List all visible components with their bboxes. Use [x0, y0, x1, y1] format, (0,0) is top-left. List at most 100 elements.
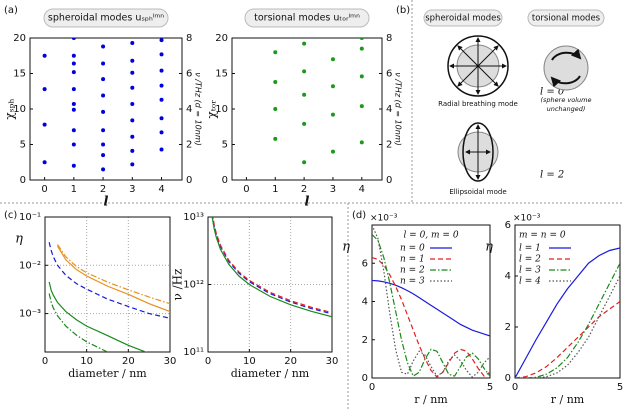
- label-box: [423, 9, 503, 27]
- point: [101, 153, 106, 158]
- y-tick-label: 10⁻¹: [19, 212, 41, 223]
- point: [330, 57, 335, 62]
- y-tick-label: 2: [505, 322, 511, 333]
- twist-arrow: [550, 75, 581, 88]
- point: [101, 77, 106, 82]
- x-tick-label: 5: [617, 382, 623, 393]
- plot-area: [273, 38, 364, 165]
- y-tick-label: 6: [362, 258, 368, 269]
- plot-area: [372, 225, 490, 378]
- x-tick-label: 3: [330, 184, 336, 195]
- y2-tick-label: 0: [186, 175, 192, 186]
- y2-tick-label: 8: [386, 33, 392, 44]
- y2-axis-label: ν /THz (d = 10nm): [394, 72, 403, 146]
- x-tick-label: 10: [80, 356, 93, 367]
- y-tick-label: 20: [215, 33, 228, 44]
- y-axis-label: ν /Hz: [171, 269, 185, 301]
- mode-order: l = 2: [540, 170, 564, 181]
- plot-area: [42, 38, 164, 172]
- point: [71, 87, 76, 92]
- x-tick-label: 0: [512, 382, 518, 393]
- point: [101, 109, 106, 114]
- line: [212, 217, 332, 314]
- y2-tick-label: 6: [186, 69, 192, 80]
- line: [372, 279, 490, 337]
- axis-multiplier: ×10⁻³: [513, 214, 541, 224]
- point: [71, 61, 76, 66]
- point: [330, 112, 335, 117]
- outer-sphere: [447, 35, 509, 97]
- point: [42, 53, 47, 58]
- legend-label: n = 3: [400, 277, 425, 287]
- x-tick-label: 2: [301, 184, 307, 195]
- y-tick-label: 5: [20, 140, 26, 151]
- x-tick-label: 30: [326, 356, 339, 367]
- point: [273, 107, 278, 111]
- point: [130, 58, 135, 63]
- line: [48, 242, 170, 319]
- title-box: [43, 8, 169, 28]
- line: [372, 256, 490, 378]
- y-tick-label: 5: [222, 140, 228, 151]
- arrows: [465, 124, 491, 180]
- mode-label: Radial breathing mode: [438, 100, 518, 108]
- point: [359, 74, 364, 79]
- point: [330, 149, 335, 154]
- y-axis-label: η: [15, 232, 23, 247]
- x-tick-label: 20: [284, 356, 297, 367]
- x-tick-label: 0: [205, 356, 211, 367]
- y-tick-label: 0: [362, 373, 368, 384]
- legend-label: l = 3: [519, 266, 541, 276]
- y-tick-label: 2: [362, 335, 368, 346]
- y2-tick-label: 4: [186, 104, 192, 115]
- label-box: [527, 9, 605, 27]
- y-tick-label: 10¹³: [183, 212, 204, 223]
- y-tick-label: 15: [13, 69, 26, 80]
- point: [130, 148, 135, 153]
- point: [101, 128, 106, 133]
- plot-frame: [44, 216, 171, 353]
- x-tick-label: 0: [369, 382, 375, 393]
- point: [71, 102, 76, 107]
- ellipsoid: [462, 122, 494, 182]
- y2-axis-label: ν /THz (d = 10nm): [194, 72, 203, 146]
- point: [71, 38, 76, 40]
- point: [42, 122, 47, 127]
- arrows: [449, 37, 507, 95]
- chart: 0 1 2 3 4 0 5 10 15 20 0 2 4 6 8 ν /THz (d = 10nm) l χₜₒᵣ…: [205, 8, 403, 210]
- plot-frame: [231, 37, 383, 181]
- x-tick-label: 3: [129, 184, 135, 195]
- plot-frame: [29, 37, 183, 181]
- mode-order: l = 0: [540, 87, 565, 98]
- point: [273, 80, 278, 85]
- y-tick-label: 20: [13, 33, 26, 44]
- point: [71, 53, 76, 58]
- x-tick-label: 0: [42, 356, 48, 367]
- y-tick-label: 4: [362, 297, 368, 308]
- legend-label: l = 2: [519, 255, 541, 265]
- point: [71, 128, 76, 133]
- panel-label: (d): [352, 210, 366, 221]
- point: [330, 84, 335, 89]
- y-tick-label: 10¹¹: [183, 347, 204, 358]
- x-tick-label: 10: [243, 356, 256, 367]
- x-tick-label: 4: [158, 184, 164, 195]
- diagram-title: torsional modes: [532, 14, 601, 24]
- point: [359, 46, 364, 51]
- point: [302, 92, 307, 97]
- y-tick-label: 10⁻²: [19, 260, 41, 271]
- point: [159, 38, 164, 43]
- point: [302, 41, 307, 46]
- x-axis-label: diameter / nm: [231, 367, 310, 380]
- point: [71, 142, 76, 147]
- legend-label: n = 1: [400, 255, 425, 265]
- y-axis-label: χₜₒᵣ: [205, 99, 219, 118]
- chart: 0 10 20 30 10¹¹ 10¹² 10¹³ diameter / nm ν /Hz: [171, 212, 339, 380]
- point: [101, 167, 106, 172]
- point: [302, 69, 307, 74]
- point: [101, 61, 106, 66]
- y2-tick-label: 0: [386, 175, 392, 186]
- point: [159, 83, 164, 88]
- y2-tick-label: 2: [386, 140, 392, 151]
- diagram-title: spheroidal modes: [425, 14, 501, 24]
